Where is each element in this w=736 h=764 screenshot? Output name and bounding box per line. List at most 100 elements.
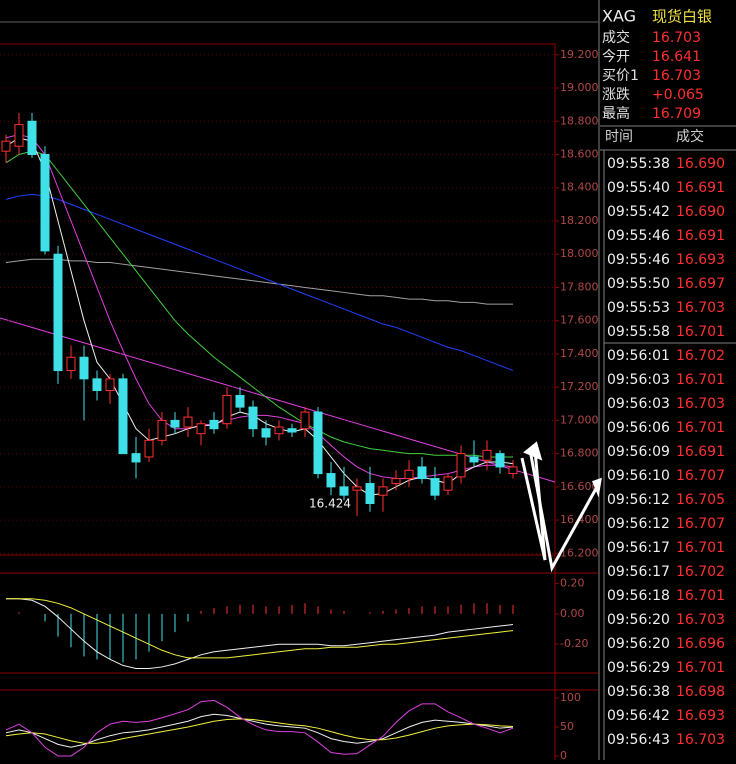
trade-price: 16.691 xyxy=(676,444,725,460)
arrow-head xyxy=(592,477,602,498)
y-tick-label: 0.20 xyxy=(560,577,585,590)
candle-body xyxy=(508,466,518,475)
trade-time: 09:56:18 xyxy=(607,588,670,604)
trade-time: 09:56:17 xyxy=(607,540,670,556)
candle-body xyxy=(287,428,297,433)
trade-time: 09:56:38 xyxy=(607,684,670,700)
arrow xyxy=(520,449,547,561)
candle-body xyxy=(300,411,310,430)
trades-header: 成交 xyxy=(676,128,704,145)
y-tick-label: 18.600 xyxy=(560,148,599,161)
trade-time: 09:56:01 xyxy=(607,348,670,364)
trades-header: 时间 xyxy=(605,129,633,145)
y-tick-label: 17.400 xyxy=(560,347,599,360)
trade-time: 09:55:46 xyxy=(607,228,670,244)
y-tick-label: 16.200 xyxy=(560,546,599,559)
candle-body xyxy=(495,453,505,468)
trade-price: 16.702 xyxy=(676,348,725,364)
indicator-line xyxy=(5,134,514,480)
quote-value: 16.709 xyxy=(652,106,701,122)
trade-time: 09:56:29 xyxy=(607,660,670,676)
candle-body xyxy=(144,439,154,458)
trade-price: 16.698 xyxy=(676,684,725,700)
arrow-head xyxy=(523,441,543,461)
trade-price: 16.702 xyxy=(676,564,725,580)
candle-body xyxy=(196,423,206,435)
trade-price: 16.707 xyxy=(676,468,725,484)
candle-body xyxy=(482,449,492,461)
trade-price: 16.691 xyxy=(676,228,725,244)
trade-time: 09:55:40 xyxy=(607,180,670,196)
trade-price: 16.703 xyxy=(676,732,725,748)
y-tick-label: 0 xyxy=(560,749,567,760)
indicator-line xyxy=(6,598,514,659)
candle-body xyxy=(248,406,258,430)
trade-price: 16.703 xyxy=(676,612,725,628)
candle-body xyxy=(339,486,349,496)
y-tick-label: -0.20 xyxy=(560,637,588,650)
trade-price: 16.707 xyxy=(676,516,725,532)
quote-value: 16.703 xyxy=(652,30,701,46)
y-tick-label: 0.00 xyxy=(560,607,585,620)
candle-body xyxy=(391,478,401,485)
indicator-line xyxy=(5,137,514,496)
trade-time: 09:55:50 xyxy=(607,276,670,292)
trade-price: 16.696 xyxy=(676,636,725,652)
quote-label: 最高 xyxy=(602,105,630,122)
candle-body xyxy=(118,378,128,455)
y-tick-label: 17.000 xyxy=(560,413,599,426)
y-tick-label: 50 xyxy=(560,720,574,733)
candle-body xyxy=(183,416,193,428)
trade-time: 09:55:42 xyxy=(607,204,670,220)
y-tick-label: 16.800 xyxy=(560,447,599,460)
trade-time: 09:55:53 xyxy=(607,300,670,316)
trade-time: 09:56:17 xyxy=(607,564,670,580)
arrows xyxy=(520,441,602,573)
quote-label: 今开 xyxy=(602,49,630,65)
candle-body xyxy=(209,419,219,430)
candle-body xyxy=(378,486,388,496)
trade-time: 09:56:03 xyxy=(607,396,670,412)
indicator-line xyxy=(5,699,514,757)
trade-time: 09:56:03 xyxy=(607,372,670,388)
candle-body xyxy=(170,419,180,428)
candle-body xyxy=(157,419,167,441)
candle-body xyxy=(430,478,440,496)
trade-time: 09:56:42 xyxy=(607,708,670,724)
symbol: XAG xyxy=(602,7,636,26)
candle-body xyxy=(456,453,466,478)
trade-price: 16.701 xyxy=(676,660,725,676)
candle-body xyxy=(404,469,414,480)
indicator-line xyxy=(5,150,513,458)
trade-price: 16.703 xyxy=(676,396,725,412)
trade-price: 16.697 xyxy=(676,276,725,292)
indicator-line xyxy=(5,713,514,748)
candle-body xyxy=(352,486,362,491)
trade-price: 16.690 xyxy=(676,204,725,220)
trade-time: 09:55:38 xyxy=(607,156,670,172)
candle-body xyxy=(27,120,37,156)
candle-body xyxy=(235,394,245,408)
candle-body xyxy=(105,378,115,391)
y-tick-label: 17.800 xyxy=(560,280,599,293)
trade-price: 16.701 xyxy=(676,540,725,556)
candle-body xyxy=(469,456,479,463)
y-tick-label: 17.200 xyxy=(560,380,599,393)
candle-body xyxy=(1,140,11,152)
candle-body xyxy=(326,473,336,488)
trade-price: 16.693 xyxy=(676,708,725,724)
trade-price: 16.691 xyxy=(676,180,725,196)
quote-value: 16.641 xyxy=(652,49,701,65)
candle-body xyxy=(443,476,453,491)
y-tick-label: 18.800 xyxy=(560,114,599,127)
trade-price: 16.690 xyxy=(676,156,725,172)
trade-time: 09:56:12 xyxy=(607,516,670,532)
candle-body xyxy=(261,428,271,438)
candle-body xyxy=(53,253,63,372)
trade-time: 09:56:09 xyxy=(607,444,670,460)
quote-label: 涨跌 xyxy=(602,87,630,103)
candle-body xyxy=(417,466,427,480)
y-tick-label: 17.600 xyxy=(560,314,599,327)
trade-price: 16.701 xyxy=(676,420,725,436)
